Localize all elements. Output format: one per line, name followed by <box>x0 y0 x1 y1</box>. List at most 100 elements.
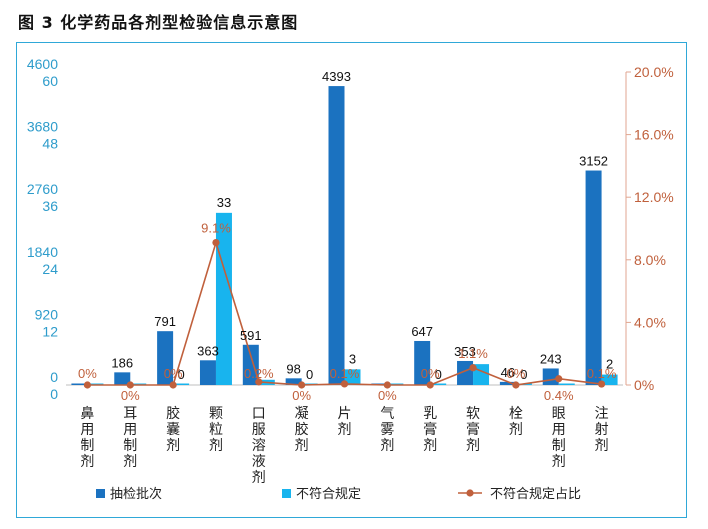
x-tick-label: 乳膏剂 <box>423 406 437 454</box>
label-ratio: 0.2% <box>244 366 274 381</box>
label-inspected: 591 <box>240 328 262 343</box>
label-ratio: 0% <box>421 366 440 381</box>
x-tick-char: 剂 <box>338 422 352 438</box>
x-tick-char: 剂 <box>123 454 137 470</box>
ratio-point <box>212 238 220 247</box>
label-failed: 0 <box>520 367 527 382</box>
label-failed: 2 <box>606 357 613 372</box>
y-left-inner-tick: 48 <box>42 136 58 152</box>
label-ratio: 0% <box>164 366 183 381</box>
label-ratio: 0% <box>292 388 311 403</box>
label-inspected: 791 <box>154 314 176 329</box>
x-tick-char: 眼 <box>552 406 566 422</box>
x-tick-char: 膏 <box>423 421 437 438</box>
x-tick-char: 膏 <box>466 421 480 438</box>
y-left-outer-tick: 4600 <box>27 56 58 72</box>
label-failed: 0 <box>306 367 313 382</box>
y-right-tick: 16.0% <box>634 127 674 143</box>
x-tick-label: 注射剂 <box>595 406 609 454</box>
label-ratio: 9.1% <box>201 221 231 236</box>
bar-inspected <box>328 86 345 386</box>
axes: 00920121840242760363680484600600%4.0%8.0… <box>27 56 674 486</box>
label-inspected: 363 <box>197 343 219 358</box>
y-left-outer-tick: 920 <box>35 306 59 322</box>
bar-failed <box>344 369 361 385</box>
x-tick-char: 制 <box>123 438 137 454</box>
ratio-point <box>512 381 520 389</box>
legend-swatch-failed <box>282 489 291 498</box>
x-tick-char: 耳 <box>123 406 137 422</box>
x-tick-label: 胶囊剂 <box>166 405 180 454</box>
y-left-inner-tick: 24 <box>42 261 58 277</box>
x-tick-char: 剂 <box>552 454 566 470</box>
label-ratio: 0% <box>378 388 397 403</box>
label-ratio: 0% <box>121 388 140 403</box>
y-left-outer-tick: 1840 <box>27 244 58 260</box>
bar-inspected <box>414 340 431 385</box>
ratio-point <box>298 381 306 389</box>
x-tick-char: 凝 <box>295 406 309 422</box>
figure-title: 图 3 化学药品各剂型检验信息示意图 <box>18 13 299 32</box>
bar-inspected <box>285 378 302 385</box>
x-tick-char: 液 <box>252 454 266 470</box>
legend: 抽检批次 不符合规定 不符合规定占比 <box>96 486 581 502</box>
ratio-point <box>83 381 92 389</box>
label-ratio: 0% <box>506 366 525 381</box>
x-tick-label: 气雾剂 <box>380 406 394 454</box>
x-tick-char: 用 <box>80 422 94 438</box>
x-tick-char: 乳 <box>423 406 437 422</box>
ratio-point <box>383 381 391 389</box>
y-right-tick: 20.0% <box>634 64 674 80</box>
x-tick-label: 凝胶剂 <box>295 406 309 454</box>
y-left-inner-tick: 36 <box>42 198 58 214</box>
x-tick-char: 剂 <box>295 438 309 454</box>
x-tick-char: 剂 <box>509 422 523 438</box>
x-tick-char: 粒 <box>209 422 223 438</box>
x-tick-char: 服 <box>252 422 266 438</box>
label-inspected: 4393 <box>322 69 351 84</box>
x-tick-char: 剂 <box>80 454 94 470</box>
x-tick-char: 胶 <box>295 421 309 438</box>
label-inspected: 3152 <box>579 154 608 169</box>
bar-inspected <box>157 331 174 385</box>
y-right-tick: 0% <box>634 377 654 393</box>
bar-failed <box>601 374 618 385</box>
x-tick-char: 制 <box>80 438 94 454</box>
ratio-point <box>255 378 263 386</box>
x-tick-char: 栓 <box>509 406 523 422</box>
label-inspected: 98 <box>286 361 300 376</box>
x-tick-label: 栓剂 <box>509 406 523 438</box>
label-inspected: 186 <box>111 355 133 370</box>
x-tick-char: 剂 <box>380 438 394 454</box>
y-left-inner-tick: 0 <box>50 386 58 402</box>
x-tick-char: 囊 <box>166 421 180 438</box>
label-failed: 3 <box>349 351 356 366</box>
y-left-outer-tick: 3680 <box>27 119 58 135</box>
y-left-inner-tick: 12 <box>42 323 58 339</box>
legend-marker-ratio <box>466 489 474 497</box>
label-ratio: 0.4% <box>544 388 574 403</box>
x-tick-char: 颗 <box>209 406 223 422</box>
y-left-inner-tick: 60 <box>42 73 58 89</box>
ratio-point <box>555 375 563 383</box>
x-tick-char: 口 <box>252 406 266 422</box>
y-right-tick: 8.0% <box>634 252 666 268</box>
x-tick-char: 剂 <box>252 470 266 486</box>
x-tick-char: 射 <box>595 422 609 438</box>
x-tick-char: 溶 <box>252 438 266 454</box>
ratio-point <box>126 381 134 389</box>
bar-failed <box>215 212 232 385</box>
x-tick-char: 用 <box>552 422 566 438</box>
legend-label-failed: 不符合规定 <box>296 486 361 502</box>
ratio-line <box>83 238 606 389</box>
legend-label-inspected: 抽检批次 <box>110 486 162 502</box>
bar-failed <box>558 383 575 385</box>
ratio-point <box>597 380 606 388</box>
y-right-tick: 4.0% <box>634 314 666 330</box>
bar-inspected <box>114 372 131 385</box>
